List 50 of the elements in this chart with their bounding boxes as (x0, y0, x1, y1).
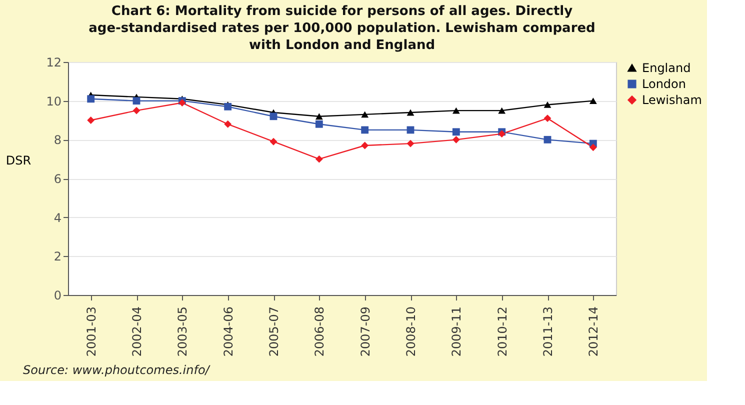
point (406, 109, 414, 116)
chart-title: Chart 6: Mortality from suicide for persons of all ages. Directly age-standardised rates per 100,000 population. Lewisham compared with London and England (88, 4, 596, 53)
point (452, 128, 460, 136)
point (544, 102, 552, 108)
point (361, 126, 369, 134)
legend-label: Lewisham (642, 93, 702, 107)
x-tick-label: 2003-05 (176, 306, 190, 357)
point (452, 107, 460, 114)
point (270, 138, 278, 146)
source-note: Source: www.phoutcomes.info/ (23, 363, 212, 377)
x-tick-label: 2001-03 (84, 306, 98, 357)
point (224, 102, 232, 110)
point (87, 116, 95, 124)
y-tick-label: 0 (54, 288, 62, 302)
point (361, 111, 369, 118)
y-tick-label: 8 (54, 133, 62, 148)
y-tick-label: 12 (46, 56, 62, 70)
point (315, 120, 323, 128)
point (406, 140, 414, 148)
point (270, 112, 278, 120)
point (315, 113, 323, 120)
point (544, 114, 552, 122)
y-axis-title: DSR (6, 153, 32, 168)
y-tick-label: 10 (46, 94, 62, 108)
point (132, 106, 140, 114)
point (589, 144, 597, 152)
y-tick-label: 2 (54, 250, 62, 264)
x-tick-label: 2009-11 (450, 306, 464, 357)
point (498, 107, 506, 114)
x-tick-label: 2007-09 (358, 306, 372, 357)
point (224, 120, 232, 128)
x-tick-label: 2006-08 (312, 306, 327, 357)
x-tick-label: 2008-10 (404, 306, 418, 357)
x-tick-label: 2010-12 (495, 306, 510, 357)
x-tick-label: 2011-13 (541, 306, 555, 357)
x-tick-label: 2002-04 (130, 306, 144, 357)
point (132, 97, 140, 105)
point (361, 142, 369, 150)
x-tick-label: 2005-07 (267, 306, 281, 357)
legend-label: England (642, 61, 691, 75)
x-tick-label: 2012-14 (586, 306, 601, 357)
y-tick-label: 4 (54, 210, 62, 225)
point (589, 98, 597, 104)
y-tick-label: 6 (54, 172, 62, 186)
point (544, 136, 552, 144)
legend-label: London (642, 77, 686, 91)
x-tick-label: 2004-06 (221, 306, 236, 357)
point (87, 95, 95, 103)
point (315, 155, 323, 163)
point (452, 136, 460, 144)
